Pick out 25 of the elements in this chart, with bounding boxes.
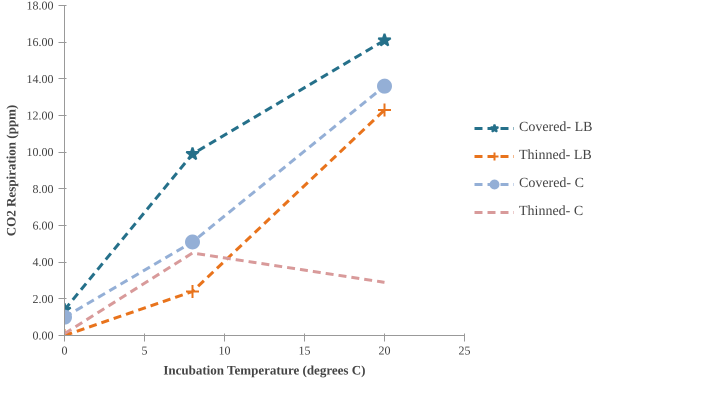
legend-label: Covered- C [519,176,584,192]
y-tick-label: 12.00 [26,108,54,122]
y-tick-label: 14.00 [26,72,54,86]
x-tick-label: 10 [218,344,230,358]
y-axis-title: CO2 Respiration (ppm) [4,104,18,236]
y-tick-label: 0.00 [32,328,54,342]
x-tick-label: 0 [62,344,68,358]
legend-label: Covered- LB [519,120,592,136]
legend-label: Thinned- LB [519,148,592,164]
x-tick-label: 20 [378,344,390,358]
legend-label: Thinned- C [519,204,584,220]
point [377,78,392,94]
y-tick-label: 18.00 [26,0,54,12]
point [377,102,392,118]
y-tick-label: 6.00 [32,218,54,232]
x-tick-label: 25 [458,344,470,358]
x-tick-label: 5 [142,344,148,358]
y-tick-label: 16.00 [26,35,54,50]
x-axis-title: Incubation Temperature (degrees C) [163,362,366,378]
y-tick-label: 10.00 [26,145,54,160]
y-tick-label: 2.00 [32,292,54,306]
x-tick-label: 15 [298,344,310,358]
y-tick-label: 8.00 [32,182,54,196]
point [377,32,392,47]
y-tick-label: 4.00 [32,255,54,270]
